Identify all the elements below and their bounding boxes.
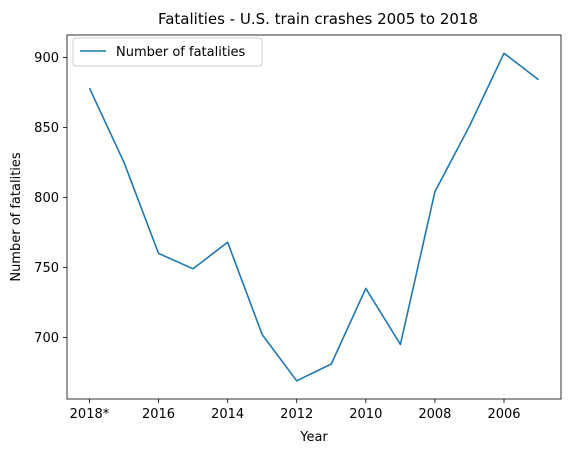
y-tick-label: 850 xyxy=(34,121,59,136)
legend-box xyxy=(72,37,263,67)
x-tick-label: 2012 xyxy=(280,407,313,422)
plot-frame xyxy=(66,34,562,400)
x-tick-label: 2006 xyxy=(487,407,520,422)
y-tick-label: 700 xyxy=(34,331,59,346)
y-tick-label: 900 xyxy=(34,51,59,66)
legend: Number of fatalities xyxy=(72,37,263,67)
chart-title: Fatalities - U.S. train crashes 2005 to … xyxy=(158,10,478,28)
x-tick-label: 2014 xyxy=(211,407,244,422)
x-axis-label: Year xyxy=(299,430,328,445)
x-axis: 2018* 2016 2014 2012 2010 2008 2006 xyxy=(70,399,521,422)
y-tick-label: 800 xyxy=(34,191,59,206)
y-axis-label: Number of fatalities xyxy=(9,152,24,282)
legend-label: Number of fatalities xyxy=(116,45,246,60)
y-tick-label: 750 xyxy=(34,261,59,276)
x-tick-label: 2016 xyxy=(142,407,175,422)
x-tick-label: 2008 xyxy=(418,407,451,422)
x-tick-label: 2018* xyxy=(70,407,110,422)
x-tick-label: 2010 xyxy=(349,407,382,422)
series-line xyxy=(88,52,539,382)
y-axis: 700 750 800 850 900 xyxy=(34,51,67,346)
plot-area xyxy=(66,34,562,400)
